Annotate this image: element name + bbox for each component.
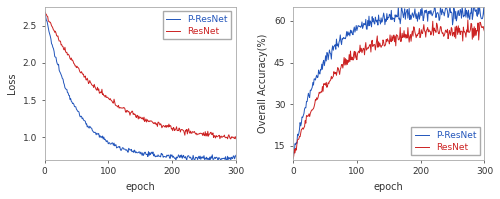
ResNet bbox=[203, 135, 209, 137]
P-ResNet bbox=[421, 17, 427, 19]
ResNet bbox=[440, 35, 446, 37]
P-ResNet bbox=[172, 157, 178, 159]
P-ResNet bbox=[203, 158, 209, 160]
ResNet bbox=[228, 138, 234, 140]
ResNet bbox=[219, 136, 225, 139]
Legend: P-ResNet, ResNet: P-ResNet, ResNet bbox=[412, 127, 480, 155]
ResNet bbox=[468, 22, 474, 25]
P-ResNet bbox=[118, 148, 124, 151]
Y-axis label: Overall Accuracy(%): Overall Accuracy(%) bbox=[258, 34, 268, 133]
ResNet bbox=[233, 138, 239, 140]
X-axis label: epoch: epoch bbox=[374, 182, 404, 192]
Legend: P-ResNet, ResNet: P-ResNet, ResNet bbox=[163, 12, 232, 39]
P-ResNet bbox=[440, 11, 446, 14]
P-ResNet bbox=[452, 9, 458, 12]
Line: ResNet: ResNet bbox=[44, 12, 236, 139]
P-ResNet bbox=[224, 161, 230, 164]
ResNet bbox=[374, 39, 380, 41]
ResNet bbox=[118, 107, 124, 109]
ResNet bbox=[465, 19, 471, 21]
P-ResNet bbox=[125, 151, 131, 153]
ResNet bbox=[421, 23, 427, 26]
P-ResNet bbox=[468, 12, 473, 14]
ResNet bbox=[172, 128, 178, 131]
P-ResNet bbox=[192, 158, 198, 160]
ResNet bbox=[452, 36, 458, 38]
P-ResNet bbox=[290, 157, 296, 160]
Line: P-ResNet: P-ResNet bbox=[293, 2, 484, 158]
ResNet bbox=[482, 30, 488, 33]
X-axis label: epoch: epoch bbox=[126, 182, 155, 192]
P-ResNet bbox=[482, 16, 488, 19]
P-ResNet bbox=[368, 20, 374, 22]
ResNet bbox=[368, 43, 374, 46]
ResNet bbox=[42, 11, 48, 13]
ResNet bbox=[125, 111, 131, 113]
Y-axis label: Loss: Loss bbox=[7, 73, 17, 94]
P-ResNet bbox=[233, 154, 239, 156]
P-ResNet bbox=[219, 157, 225, 160]
ResNet bbox=[192, 132, 198, 134]
Line: ResNet: ResNet bbox=[293, 20, 484, 158]
P-ResNet bbox=[42, 10, 48, 12]
P-ResNet bbox=[471, 1, 477, 3]
P-ResNet bbox=[374, 21, 380, 23]
ResNet bbox=[290, 157, 296, 159]
Line: P-ResNet: P-ResNet bbox=[44, 11, 236, 162]
